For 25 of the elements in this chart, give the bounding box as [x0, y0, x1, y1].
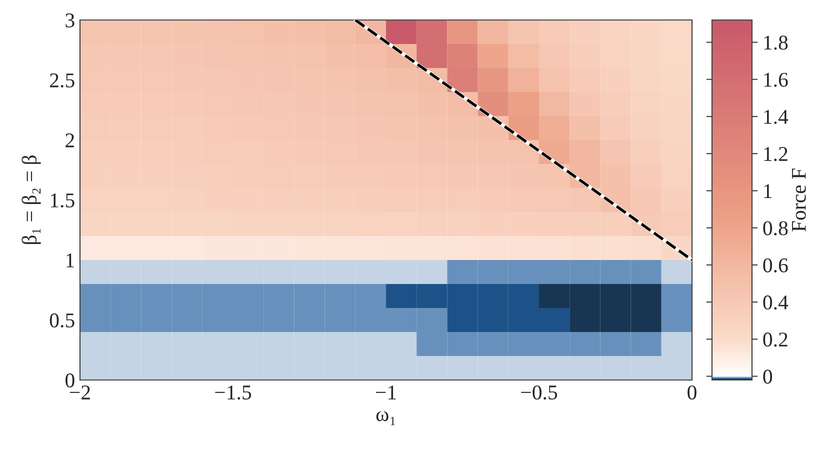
- color-bar-title: Force F: [792, 168, 806, 232]
- color-bar-label: 0.4: [763, 295, 788, 310]
- x-tick-label: −2: [70, 386, 90, 400]
- color-bar-label: 1: [764, 184, 772, 198]
- y-tick-label: 2: [66, 133, 74, 148]
- color-bar-label: 0: [763, 370, 772, 384]
- y-tick-label: 2.5: [50, 73, 74, 88]
- x-tick-label: −1.5: [215, 386, 252, 400]
- x-tick-label: 0: [688, 385, 696, 400]
- y-axis-title: β₁ = β₂ = β: [22, 156, 41, 244]
- color-bar-label: 1.6: [764, 72, 788, 87]
- y-tick-label: 0: [66, 373, 74, 388]
- x-tick-label: −0.5: [521, 385, 558, 400]
- x-tick-label: −1: [376, 386, 396, 400]
- x-axis-title: ω₁: [376, 411, 396, 426]
- y-tick-label: 0.5: [50, 313, 74, 328]
- color-bar-label: 1.8: [764, 36, 788, 50]
- color-bar-label: 1.2: [764, 147, 788, 162]
- color-bar-label: 1.4: [764, 110, 788, 124]
- color-bar-label: 0.8: [763, 221, 788, 236]
- color-bar-label: 0.6: [763, 258, 788, 272]
- y-tick-label: 1.5: [50, 193, 74, 208]
- y-tick-label: 1: [66, 253, 74, 268]
- color-bar-label: 0.2: [763, 332, 788, 347]
- y-tick-label: 3: [66, 13, 74, 28]
